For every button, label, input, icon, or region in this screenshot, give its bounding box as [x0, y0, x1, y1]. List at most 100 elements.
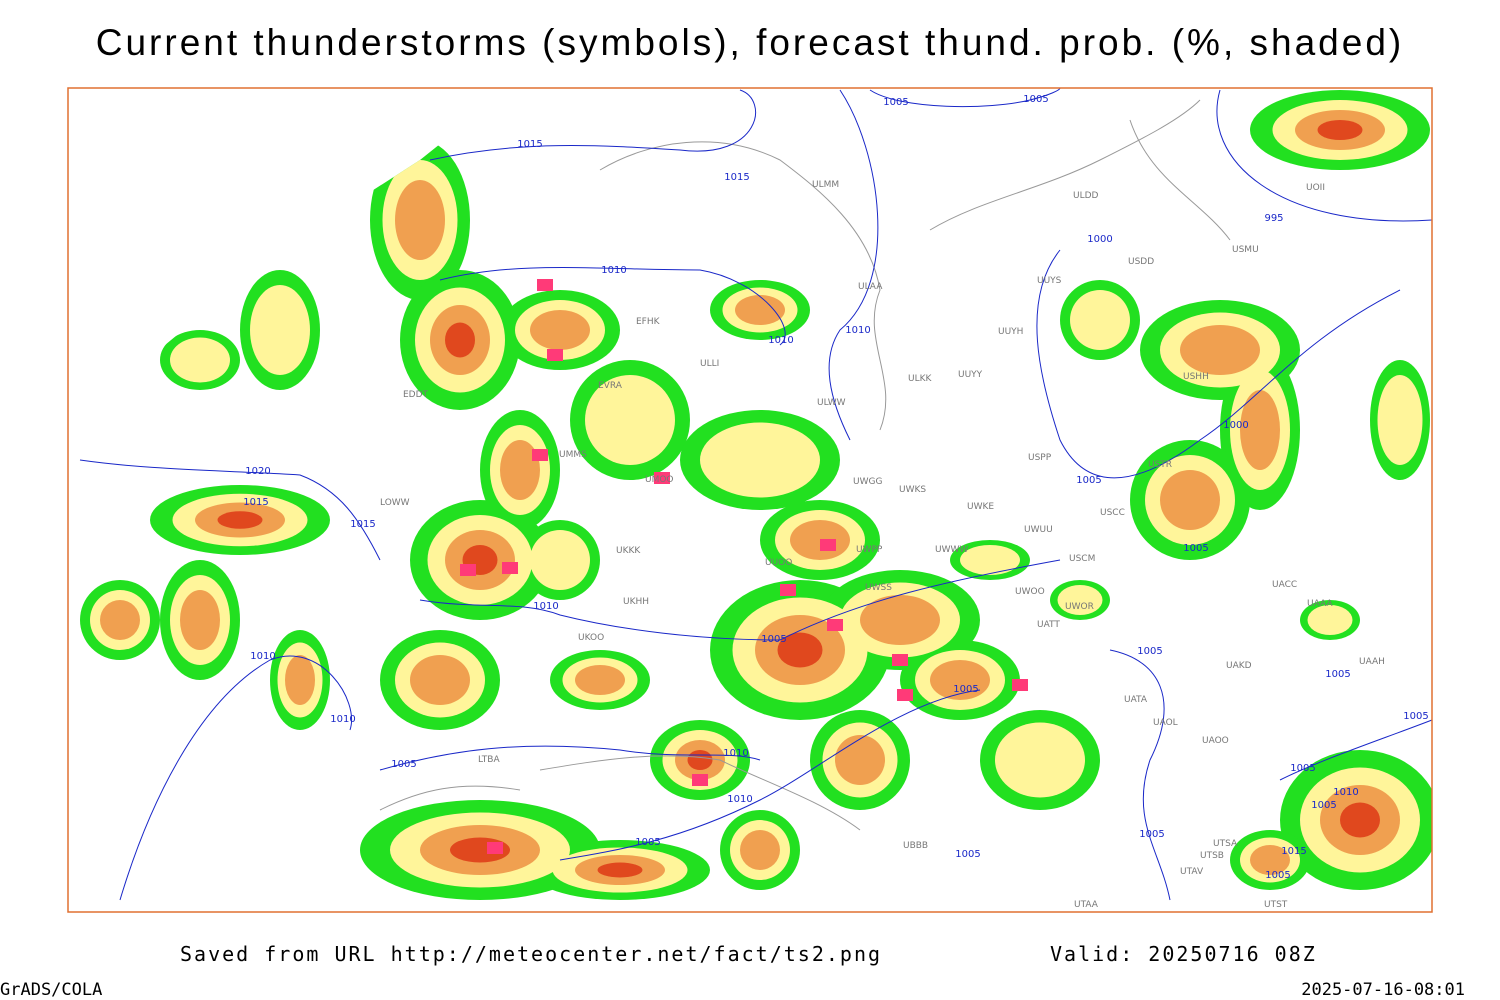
- credit: GrADS/COLA: [0, 980, 102, 1000]
- isobar-label: 995: [1264, 213, 1283, 224]
- station-label: EFHK: [636, 317, 661, 327]
- station-label: USCM: [1069, 554, 1095, 564]
- shade-blob: [1340, 802, 1380, 838]
- isobar-label: 1005: [1265, 870, 1290, 881]
- isobar-label: 1010: [330, 714, 355, 725]
- probability-shading: [80, 90, 1432, 900]
- isobar-label: 1005: [761, 634, 786, 645]
- station-label: UBBB: [903, 841, 928, 851]
- thunderstorm-symbol: [892, 654, 908, 666]
- thunderstorm-symbol: [692, 774, 708, 786]
- shade-blob: [835, 735, 885, 785]
- shade-blob: [1070, 290, 1130, 350]
- station-label: EVRA: [598, 381, 623, 391]
- station-label: UAOO: [1202, 736, 1229, 746]
- shade-blob: [1057, 585, 1103, 615]
- shade-blob: [1250, 845, 1290, 875]
- station-label: UTSB: [1200, 851, 1224, 861]
- thunderstorm-symbol: [654, 472, 670, 484]
- timestamp: 2025-07-16-08:01: [1301, 980, 1465, 1000]
- thunderstorm-symbol: [547, 349, 563, 361]
- thunderstorm-symbol: [827, 619, 843, 631]
- station-label: UMOO: [645, 475, 674, 485]
- isobar-label: 1000: [1087, 234, 1112, 245]
- station-label: USCC: [1100, 508, 1125, 518]
- station-label: UWGG: [853, 477, 882, 487]
- shade-blob: [1160, 470, 1220, 530]
- isobar-label: 1010: [845, 325, 870, 336]
- station-label: UUYY: [958, 370, 983, 380]
- station-label: UWUU: [1024, 525, 1053, 535]
- shade-blob: [740, 830, 780, 870]
- isobars: [79, 87, 1433, 901]
- station-label: UUYS: [1037, 276, 1062, 286]
- valid-time: Valid: 20250716 08Z: [1050, 942, 1317, 966]
- station-label: ULDD: [1073, 191, 1099, 201]
- shade-blob: [995, 722, 1085, 798]
- station-label: USDD: [1128, 257, 1154, 267]
- isobar-label: 1010: [723, 748, 748, 759]
- station-label: LOWW: [380, 498, 410, 508]
- station-label: UTAV: [1180, 867, 1204, 877]
- station-label: UKKK: [616, 546, 641, 556]
- station-label: UTAA: [1074, 900, 1099, 910]
- station-label: UWSS: [865, 583, 892, 593]
- thunderstorm-symbol: [1012, 679, 1028, 691]
- thunderstorm-symbol: [897, 689, 913, 701]
- station-label: UWPP: [856, 545, 883, 555]
- shade-blob: [395, 180, 445, 260]
- thunderstorm-symbol: [487, 842, 503, 854]
- station-label: UWOO: [1015, 587, 1045, 597]
- station-label: LTBA: [478, 755, 500, 765]
- map-title: Current thunderstorms (symbols), forecas…: [96, 22, 1404, 63]
- isobar-label: 1005: [1139, 829, 1164, 840]
- shade-blob: [1240, 390, 1280, 470]
- shade-blob: [1307, 605, 1353, 635]
- isobar-label: 1010: [1333, 787, 1358, 798]
- station-label: UWKE: [967, 502, 994, 512]
- isobar-label: 1015: [350, 519, 375, 530]
- station-label: UTSA: [1213, 839, 1238, 849]
- station-label: UKOO: [578, 633, 604, 643]
- station-label: UAKD: [1226, 661, 1252, 671]
- coastlines: [379, 99, 1231, 831]
- station-label: ULAA: [858, 282, 883, 292]
- station-label: UAOL: [1153, 718, 1178, 728]
- station-label: UOII: [1306, 183, 1325, 193]
- shade-blob: [597, 862, 643, 878]
- isobar-label: 1005: [391, 759, 416, 770]
- station-label: UKHH: [623, 597, 649, 607]
- shade-blob: [445, 322, 475, 358]
- shade-blob: [410, 655, 470, 705]
- shade-blob: [575, 665, 625, 695]
- station-label: UMMS: [559, 450, 587, 460]
- station-label: UACC: [1272, 580, 1297, 590]
- shade-blob: [585, 375, 675, 465]
- shade-blob: [777, 632, 823, 668]
- station-label: ULWW: [817, 398, 846, 408]
- thunderstorm-symbol: [780, 584, 796, 596]
- source-url: Saved from URL http://meteocenter.net/fa…: [180, 942, 882, 966]
- shade-blob: [530, 530, 590, 590]
- shade-blob: [687, 750, 713, 770]
- station-label: UATA: [1124, 695, 1148, 705]
- shade-blob: [285, 655, 315, 705]
- isobar-label: 1015: [1281, 846, 1306, 857]
- isobar-label: 1020: [245, 466, 270, 477]
- map-labels: 1015 1015 1005 1005 995 1000 1010 1010 1010 1000 1…: [243, 94, 1428, 910]
- shade-blob: [860, 595, 940, 645]
- isobar-label: 1000: [1223, 420, 1248, 431]
- station-label: UAAA: [1307, 599, 1333, 609]
- station-label: ULKK: [908, 374, 933, 384]
- shade-blob: [1180, 325, 1260, 375]
- plot-frame: [67, 87, 1433, 913]
- shade-blob: [1317, 120, 1363, 140]
- station-label: UAAH: [1359, 657, 1385, 667]
- thunderstorm-symbol: [820, 539, 836, 551]
- isobar-label: 1005: [1311, 800, 1336, 811]
- station-label: USMU: [1232, 245, 1259, 255]
- shade-blob: [1377, 375, 1423, 465]
- isobar-label: 1015: [724, 172, 749, 183]
- shade-blob: [735, 295, 785, 325]
